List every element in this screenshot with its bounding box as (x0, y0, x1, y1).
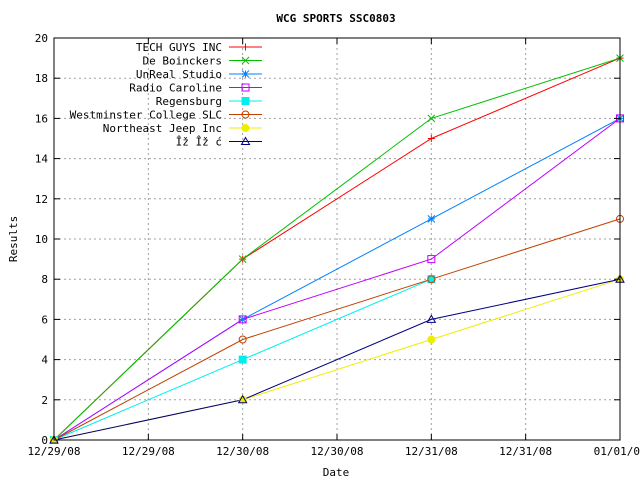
y-tick-label: 14 (35, 153, 49, 166)
series-line (53, 57, 621, 441)
data-point-stroke (238, 315, 247, 324)
data-point-shape (427, 275, 436, 284)
y-axis-label: Results (7, 216, 20, 262)
legend-label: Westminster College SLC (70, 109, 222, 122)
y-tick-label: 4 (41, 354, 48, 367)
data-point-shape (237, 394, 248, 404)
data-point-shape (426, 314, 437, 323)
legend-marker (242, 43, 249, 51)
legend-label: Northeast Jeep Inc (103, 122, 222, 135)
legend-label: De Boinckers (143, 55, 222, 68)
x-tick-label: 01/01/0 (594, 445, 640, 458)
data-point-shape (238, 315, 247, 324)
x-tick-label: 12/29/08 (122, 445, 175, 458)
legend-marker-shape (241, 97, 250, 105)
legend-marker (241, 70, 250, 78)
y-tick-label: 18 (35, 72, 48, 85)
data-point (238, 335, 247, 344)
y-tick-label: 12 (35, 193, 48, 206)
y-tick-label: 0 (41, 434, 48, 447)
data-point-shape (427, 335, 436, 344)
legend-marker-shape (241, 124, 250, 132)
legend-marker (241, 56, 250, 65)
data-point (427, 275, 436, 284)
data-point (238, 355, 247, 364)
data-point (238, 315, 247, 324)
legend-marker (241, 124, 250, 132)
x-tick-label: 12/30/08 (216, 445, 269, 458)
legend-label: UnReal Studio (136, 68, 222, 81)
x-tick-label: 12/31/08 (499, 445, 552, 458)
legend-marker-stroke (241, 56, 250, 65)
legend-label: Îž Îž ć (176, 136, 222, 149)
y-tick-label: 16 (35, 112, 48, 125)
series-line (53, 278, 621, 441)
y-tick-label: 8 (41, 273, 48, 286)
grid (54, 38, 620, 440)
legend-marker (241, 110, 250, 119)
data-point-stroke (238, 255, 247, 263)
chart-title: WCG SPORTS SSC0803 (276, 12, 395, 25)
data-point-shape (238, 355, 247, 364)
series-line (53, 117, 621, 441)
legend-marker (240, 136, 251, 145)
legend-label: Radio Caroline (129, 82, 222, 95)
data-point-stroke (427, 215, 436, 223)
x-tick-label: 12/29/08 (28, 445, 81, 458)
y-tick-label: 10 (35, 233, 48, 246)
data-point (426, 314, 437, 323)
data-point (427, 215, 436, 223)
legend-marker-shape (241, 83, 250, 92)
y-tick-label: 6 (41, 313, 48, 326)
legend-marker (241, 97, 250, 105)
legend-marker-shape (240, 136, 251, 145)
data-point-stroke (427, 114, 436, 123)
data-point (427, 335, 436, 344)
data-point (238, 255, 247, 263)
axes: 0 2 4 6 8 10 12 14 16 18 20 12/29/08 12/29/08 12/30/0… (28, 32, 640, 458)
legend-marker-shape (241, 110, 250, 119)
data-point (427, 135, 435, 142)
data-point (427, 114, 436, 123)
data-point (427, 255, 436, 264)
y-tick-label: 2 (41, 394, 48, 407)
x-tick-label: 12/30/08 (311, 445, 364, 458)
data-point (237, 394, 248, 404)
legend-label: Regensburg (156, 95, 222, 108)
x-tick-label: 12/31/08 (405, 445, 458, 458)
series-line (53, 218, 621, 441)
data-point-shape (238, 335, 247, 344)
legend-marker (241, 83, 250, 92)
x-axis-label: Date (323, 466, 350, 479)
data-point-shape (427, 255, 436, 264)
y-tick-label: 20 (35, 32, 48, 45)
legend-label: TECH GUYS INC (136, 41, 222, 54)
data-point (238, 315, 247, 324)
legend-marker-stroke (241, 70, 250, 78)
